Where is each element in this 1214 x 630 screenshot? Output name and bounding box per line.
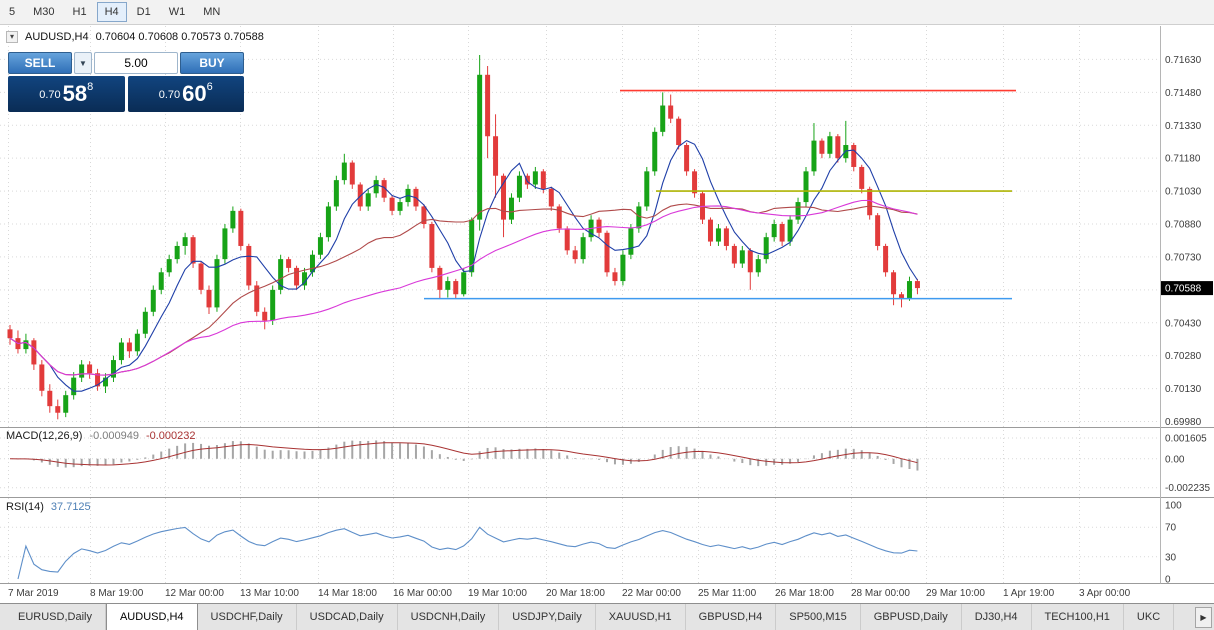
chart-tab-audusd-h4[interactable]: AUDUSD,H4 [105,604,198,630]
svg-text:29 Mar 10:00: 29 Mar 10:00 [926,588,985,599]
ask-big-digits: 60 [182,81,207,106]
chart-tab-eurusd-daily[interactable]: EURUSD,Daily [5,604,106,630]
chart-tab-usdchf-daily[interactable]: USDCHF,Daily [197,604,297,630]
current-price-tag [1161,281,1213,296]
chart-tab-usdcad-daily[interactable]: USDCAD,Daily [296,604,398,630]
macd-histogram [16,440,919,471]
svg-text:0.71180: 0.71180 [1165,154,1201,165]
bid-big-digits: 58 [62,81,88,106]
candlestick-series[interactable] [7,55,920,420]
svg-text:0.70880: 0.70880 [1165,220,1202,231]
svg-text:8 Mar 19:00: 8 Mar 19:00 [90,588,144,599]
timeframe-toolbar: 5 M30 H1 H4 D1 W1 MN [0,0,1214,25]
bid-price[interactable]: 0.70 58 8 [8,76,125,112]
moving-average-50 [9,199,918,376]
rsi-line [17,526,918,580]
chart-tab-gbpusd-daily[interactable]: GBPUSD,Daily [860,604,962,630]
timeframe-d1[interactable]: D1 [129,2,159,22]
chart-header: ▾ AUDUSD,H4 0.70604 0.70608 0.70573 0.70… [6,31,264,43]
macd-signal-value: -0.000232 [145,430,196,442]
svg-text:7 Mar 2019: 7 Mar 2019 [8,588,59,599]
ask-pip-digit: 6 [206,81,213,93]
timeframe-mn[interactable]: MN [195,2,228,22]
svg-text:28 Mar 00:00: 28 Mar 00:00 [851,588,910,599]
rsi-value: 37.7125 [50,501,91,513]
buy-button[interactable]: BUY [180,52,244,74]
svg-text:30: 30 [1165,552,1177,563]
chart-tab-usdcnh-daily[interactable]: USDCNH,Daily [397,604,500,630]
svg-text:0.69980: 0.69980 [1165,417,1202,428]
timeframe-h1[interactable]: H1 [65,2,95,22]
chart-tab-dj30-h4[interactable]: DJ30,H4 [961,604,1032,630]
svg-text:20 Mar 18:00: 20 Mar 18:00 [546,588,605,599]
svg-text:3 Apr 00:00: 3 Apr 00:00 [1079,588,1131,599]
chart-tab-ukc[interactable]: UKC [1123,604,1175,630]
ask-prefix: 0.70 [158,89,181,101]
volume-down-icon[interactable]: ▼ [74,52,92,74]
timeframe-h4[interactable]: H4 [96,2,127,22]
svg-text:70: 70 [1165,523,1177,534]
svg-text:0.70730: 0.70730 [1165,252,1202,263]
svg-text:0.70430: 0.70430 [1165,318,1202,329]
ask-price[interactable]: 0.70 60 6 [127,76,244,112]
macd-signal-line [9,442,918,466]
macd-value: -0.000949 [89,430,139,442]
chart-symbol: AUDUSD,H4 [25,31,89,43]
svg-text:19 Mar 10:00: 19 Mar 10:00 [468,588,527,599]
svg-text:0.71480: 0.71480 [1165,88,1202,99]
svg-text:26 Mar 18:00: 26 Mar 18:00 [775,588,834,599]
chart-ohlc: 0.70604 0.70608 0.70573 0.70588 [95,31,264,43]
tabs-scroll-right-button[interactable]: ▶ [1195,607,1212,628]
volume-input[interactable] [94,52,178,74]
chart-tab-usdjpy-daily[interactable]: USDJPY,Daily [499,604,596,630]
price-chart[interactable]: 0.716300.714800.713300.711800.710300.708… [0,26,1214,603]
macd-name: MACD(12,26,9) [6,430,83,442]
svg-text:100: 100 [1165,501,1182,512]
bid-prefix: 0.70 [39,89,61,101]
svg-text:0.001605: 0.001605 [1165,433,1207,444]
svg-text:25 Mar 11:00: 25 Mar 11:00 [698,588,757,599]
sell-button[interactable]: SELL [8,52,72,74]
svg-text:14 Mar 18:00: 14 Mar 18:00 [318,588,377,599]
timeframe-5[interactable]: 5 [1,2,23,22]
rsi-label: RSI(14) 37.7125 [6,501,91,513]
chart-tab-sp500-m15[interactable]: SP500,M15 [776,604,861,630]
chart-tab-tech100-h1[interactable]: TECH100,H1 [1031,604,1124,630]
chart-tab-xauusd-h1[interactable]: XAUUSD,H1 [595,604,686,630]
svg-text:0.70588: 0.70588 [1165,284,1202,295]
chart-tabs-bar: EURUSD,Daily AUDUSD,H4 USDCHF,Daily USDCAD,… [0,603,1214,630]
svg-text:0.71330: 0.71330 [1165,121,1202,132]
svg-text:-0.002235: -0.002235 [1165,483,1210,494]
rsi-name: RSI(14) [6,501,44,513]
timeframe-w1[interactable]: W1 [161,2,194,22]
svg-text:16 Mar 00:00: 16 Mar 00:00 [393,588,452,599]
bid-pip-digit: 8 [87,81,94,93]
svg-text:0.70130: 0.70130 [1165,384,1202,395]
moving-average-6 [9,139,918,392]
svg-text:0.71630: 0.71630 [1165,55,1202,66]
grid [0,26,1160,583]
svg-text:0.70280: 0.70280 [1165,351,1202,362]
chart-tab-gbpusd-h4[interactable]: GBPUSD,H4 [685,604,777,630]
timeframe-m30[interactable]: M30 [25,2,62,22]
collapse-panel-icon[interactable]: ▾ [6,31,19,43]
svg-text:0.00: 0.00 [1165,454,1185,465]
svg-text:1 Apr 19:00: 1 Apr 19:00 [1003,588,1055,599]
svg-text:13 Mar 10:00: 13 Mar 10:00 [240,588,299,599]
chart-area: 0.71630 0.71480 0.71330 0.71180 0.71030 0.708… [0,26,1214,603]
svg-text:0.71030: 0.71030 [1165,187,1202,198]
svg-text:0: 0 [1165,575,1171,586]
macd-label: MACD(12,26,9) -0.000949 -0.000232 [6,430,196,442]
svg-text:22 Mar 00:00: 22 Mar 00:00 [622,588,681,599]
svg-text:12 Mar 00:00: 12 Mar 00:00 [165,588,224,599]
